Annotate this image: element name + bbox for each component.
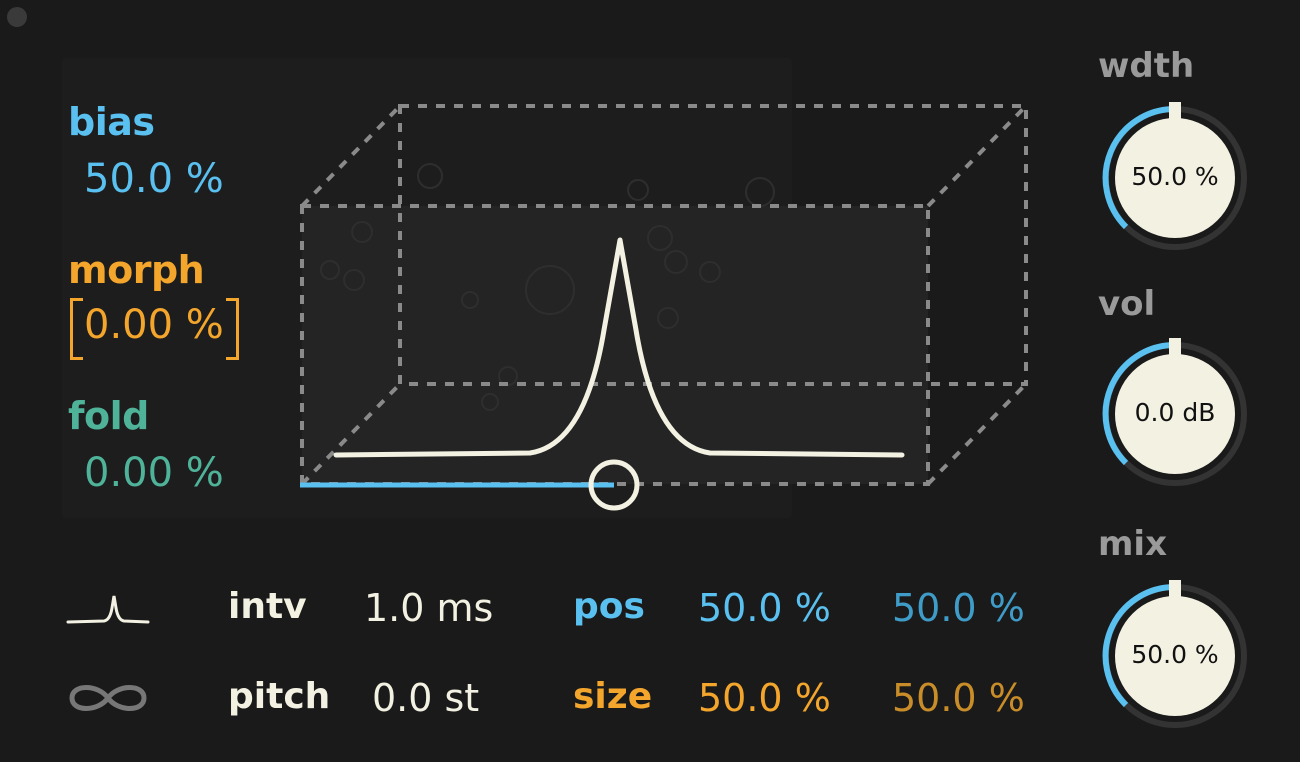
pos-value-1[interactable]: 50.0 % (698, 586, 831, 630)
vol-label: vol (1098, 284, 1156, 324)
pos-value-2[interactable]: 50.0 % (892, 586, 1025, 630)
pitch-label: pitch (228, 676, 331, 717)
fold-label: fold (68, 394, 149, 438)
pitch-value[interactable]: 0.0 st (372, 676, 480, 720)
mix-value: 50.0 % (1131, 640, 1219, 669)
wdth-knob[interactable] (1100, 102, 1250, 252)
mix-knob[interactable] (1100, 580, 1250, 730)
morph-bracket-right (226, 298, 239, 360)
bias-label: bias (68, 100, 155, 144)
wdth-label: wdth (1098, 46, 1195, 86)
pos-label: pos (573, 586, 645, 627)
intv-value[interactable]: 1.0 ms (364, 586, 494, 630)
bias-value[interactable]: 50.0 % (84, 156, 224, 202)
vol-value: 0.0 dB (1134, 398, 1216, 427)
position-handle (588, 459, 640, 511)
morph-value[interactable]: 0.00 % (84, 302, 224, 348)
vol-knob[interactable] (1100, 338, 1250, 488)
visualizer-wireframe (300, 104, 1028, 486)
window-close-dot[interactable] (7, 7, 27, 27)
mix-label: mix (1098, 524, 1168, 564)
morph-label: morph (68, 248, 205, 292)
grain-shape-icon[interactable] (66, 588, 150, 628)
size-label: size (573, 676, 653, 717)
morph-bracket-left (70, 298, 83, 360)
infinity-icon[interactable] (66, 678, 150, 718)
wdth-value: 50.0 % (1131, 162, 1219, 191)
size-value-2[interactable]: 50.0 % (892, 676, 1025, 720)
intv-label: intv (228, 586, 307, 627)
visualizer-front-face (302, 206, 928, 484)
size-value-1[interactable]: 50.0 % (698, 676, 831, 720)
grain-envelope-curve (333, 237, 905, 458)
fold-value[interactable]: 0.00 % (84, 450, 224, 496)
